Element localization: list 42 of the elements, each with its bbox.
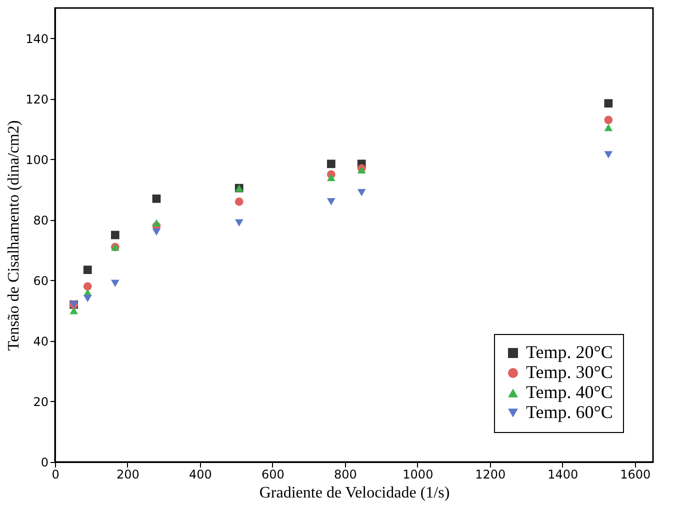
point — [152, 219, 161, 227]
x-tick-label: 800 — [334, 468, 357, 482]
x-tick-label: 200 — [116, 468, 140, 482]
x-tick-label: 1200 — [475, 468, 506, 482]
legend-label: Temp. 60°C — [526, 402, 613, 422]
legend-label: Temp. 40°C — [526, 382, 613, 402]
point — [152, 194, 161, 203]
point — [326, 160, 336, 168]
point — [234, 198, 244, 206]
y-tick-label: 140 — [26, 32, 48, 46]
x-axis-title: Gradiente de Velocidade (1/s) — [259, 484, 450, 502]
x-tick-label: 1000 — [402, 468, 434, 482]
x-tick-label: 0 — [52, 468, 60, 482]
point — [604, 151, 613, 158]
point — [152, 228, 161, 236]
legend-label: Temp. 30°C — [526, 362, 613, 382]
point — [326, 174, 336, 182]
point — [83, 294, 92, 302]
point — [110, 230, 120, 240]
point — [83, 266, 92, 274]
point — [110, 280, 120, 288]
point — [604, 99, 613, 108]
y-tick-label: 120 — [26, 92, 48, 106]
y-tick-label: 80 — [33, 213, 48, 228]
point — [70, 307, 78, 314]
point — [234, 219, 244, 227]
x-tick-label: 1600 — [620, 468, 651, 482]
y-axis-title: Tensão de Cisalhamento (dina/cm2) — [6, 120, 23, 351]
y-tick-label: 60 — [33, 274, 48, 288]
point — [357, 189, 366, 196]
y-tick-label: 40 — [33, 334, 48, 348]
y-tick-label: 20 — [33, 394, 48, 409]
x-tick-label: 600 — [262, 468, 284, 482]
point — [604, 124, 613, 132]
point — [83, 282, 92, 291]
point — [326, 198, 336, 206]
x-tick-label: 400 — [189, 468, 212, 482]
y-tick-label: 0 — [40, 456, 48, 470]
x-tick-label: 1400 — [548, 468, 578, 482]
y-tick-label: 100 — [26, 152, 48, 167]
legend-label: Temp. 20°C — [526, 342, 613, 362]
point — [604, 116, 613, 124]
